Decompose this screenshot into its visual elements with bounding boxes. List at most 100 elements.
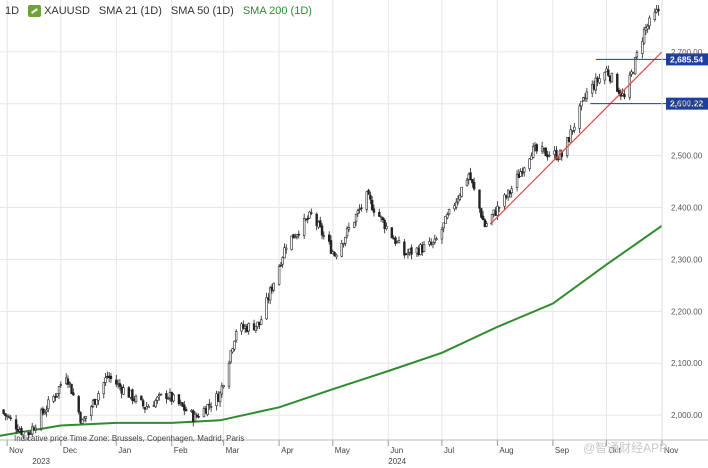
- candle-body: [582, 97, 585, 101]
- candle-body: [277, 266, 281, 285]
- candle-body: [31, 426, 34, 435]
- price-level-label: 2,685.54: [670, 54, 703, 64]
- candle-body: [360, 207, 363, 209]
- y-tick-label: 2,700.00: [671, 48, 703, 57]
- x-tick-label: Feb: [174, 446, 188, 455]
- candle-body: [72, 392, 75, 396]
- candle-body: [122, 387, 125, 395]
- candle-body: [265, 297, 268, 320]
- x-year-label: 2024: [388, 457, 406, 466]
- candle-body: [95, 399, 98, 406]
- candle-body: [481, 215, 485, 221]
- candle-body: [646, 25, 649, 30]
- candle-body: [41, 408, 45, 414]
- candle-body: [397, 240, 401, 244]
- candle-body: [109, 375, 113, 379]
- candle-body: [379, 215, 383, 218]
- price-level-box: [666, 53, 708, 66]
- candle-body: [431, 241, 435, 245]
- candle-body: [458, 194, 462, 200]
- candle-body: [403, 241, 406, 256]
- candle-body: [353, 221, 356, 228]
- candle-body: [39, 409, 43, 429]
- candle-body: [333, 252, 336, 257]
- footnote: Indicative price Time Zone: Brussels, Co…: [14, 434, 245, 443]
- candle-body: [5, 415, 9, 417]
- candle-body: [70, 383, 73, 395]
- candle-body: [548, 154, 551, 157]
- watermark: @智通财经APP: [583, 441, 668, 455]
- timeframe-label[interactable]: 1D: [5, 5, 20, 17]
- candle-body: [14, 419, 18, 430]
- candle-body: [523, 167, 526, 173]
- candle-body: [82, 417, 86, 422]
- candle-body: [208, 403, 211, 406]
- x-tick-label: Dec: [63, 446, 77, 455]
- symbol-label[interactable]: XAUUSD: [44, 5, 90, 17]
- candle-body: [45, 409, 48, 413]
- candle-body: [320, 225, 324, 236]
- candle-body: [653, 11, 657, 20]
- candle-body: [347, 227, 351, 230]
- candle-body: [102, 382, 105, 395]
- candle-body: [20, 428, 23, 435]
- candle-body: [648, 17, 651, 27]
- candle-body: [9, 417, 12, 419]
- candle-body: [657, 8, 660, 12]
- candle-body: [571, 130, 574, 132]
- candle-body: [84, 416, 88, 419]
- candle-body: [218, 392, 222, 403]
- candle-body: [292, 234, 295, 239]
- candle-body: [478, 189, 481, 209]
- candle-body: [433, 238, 436, 243]
- candle-body: [485, 223, 488, 227]
- candle-body: [54, 396, 57, 398]
- candle-body: [531, 146, 535, 158]
- candle-body: [422, 244, 426, 252]
- candle-body: [447, 208, 451, 215]
- candle-body: [444, 216, 447, 225]
- grid: [0, 0, 663, 440]
- drawn-lines[interactable]: 2,685.54 2,600.22: [489, 51, 708, 225]
- candle-body: [578, 105, 581, 129]
- candle-body: [231, 348, 234, 353]
- candle-body: [140, 395, 143, 401]
- candle-body: [335, 254, 338, 258]
- x-tick-label: Nov: [664, 446, 678, 455]
- candle-body: [435, 238, 438, 241]
- candle-body: [97, 393, 100, 401]
- candle-body: [356, 210, 360, 214]
- sma21-label[interactable]: SMA 21 (1D): [98, 5, 162, 17]
- candle-body: [281, 257, 284, 265]
- candle-body: [456, 198, 460, 203]
- candle-body: [134, 395, 138, 402]
- x-tick-label: Oct: [609, 446, 622, 455]
- candle-body: [234, 331, 238, 341]
- candle-body: [4, 413, 7, 417]
- candle-body: [383, 219, 386, 229]
- y-tick-label: 2,000.00: [671, 411, 703, 420]
- candle-body: [59, 384, 63, 386]
- candle-body: [440, 228, 444, 240]
- sma200-label[interactable]: SMA 200 (1D): [242, 5, 312, 17]
- candle-body: [154, 400, 157, 408]
- candle-body: [367, 189, 370, 195]
- candle-body: [195, 414, 199, 417]
- candle-body: [184, 408, 188, 412]
- candle-body: [52, 396, 55, 402]
- candle-body: [315, 213, 318, 226]
- x-tick-label: Jan: [118, 446, 131, 455]
- candle-body: [285, 247, 288, 250]
- candle-body: [633, 57, 637, 75]
- candle-body: [483, 219, 487, 227]
- candle-body: [378, 211, 381, 217]
- sma50-label[interactable]: SMA 50 (1D): [170, 5, 234, 17]
- candle-body: [442, 222, 445, 229]
- candle-body: [294, 236, 297, 239]
- candle-body: [177, 394, 181, 405]
- candle-body: [295, 234, 299, 238]
- candle-body: [156, 396, 159, 401]
- support-trendline: [489, 51, 663, 225]
